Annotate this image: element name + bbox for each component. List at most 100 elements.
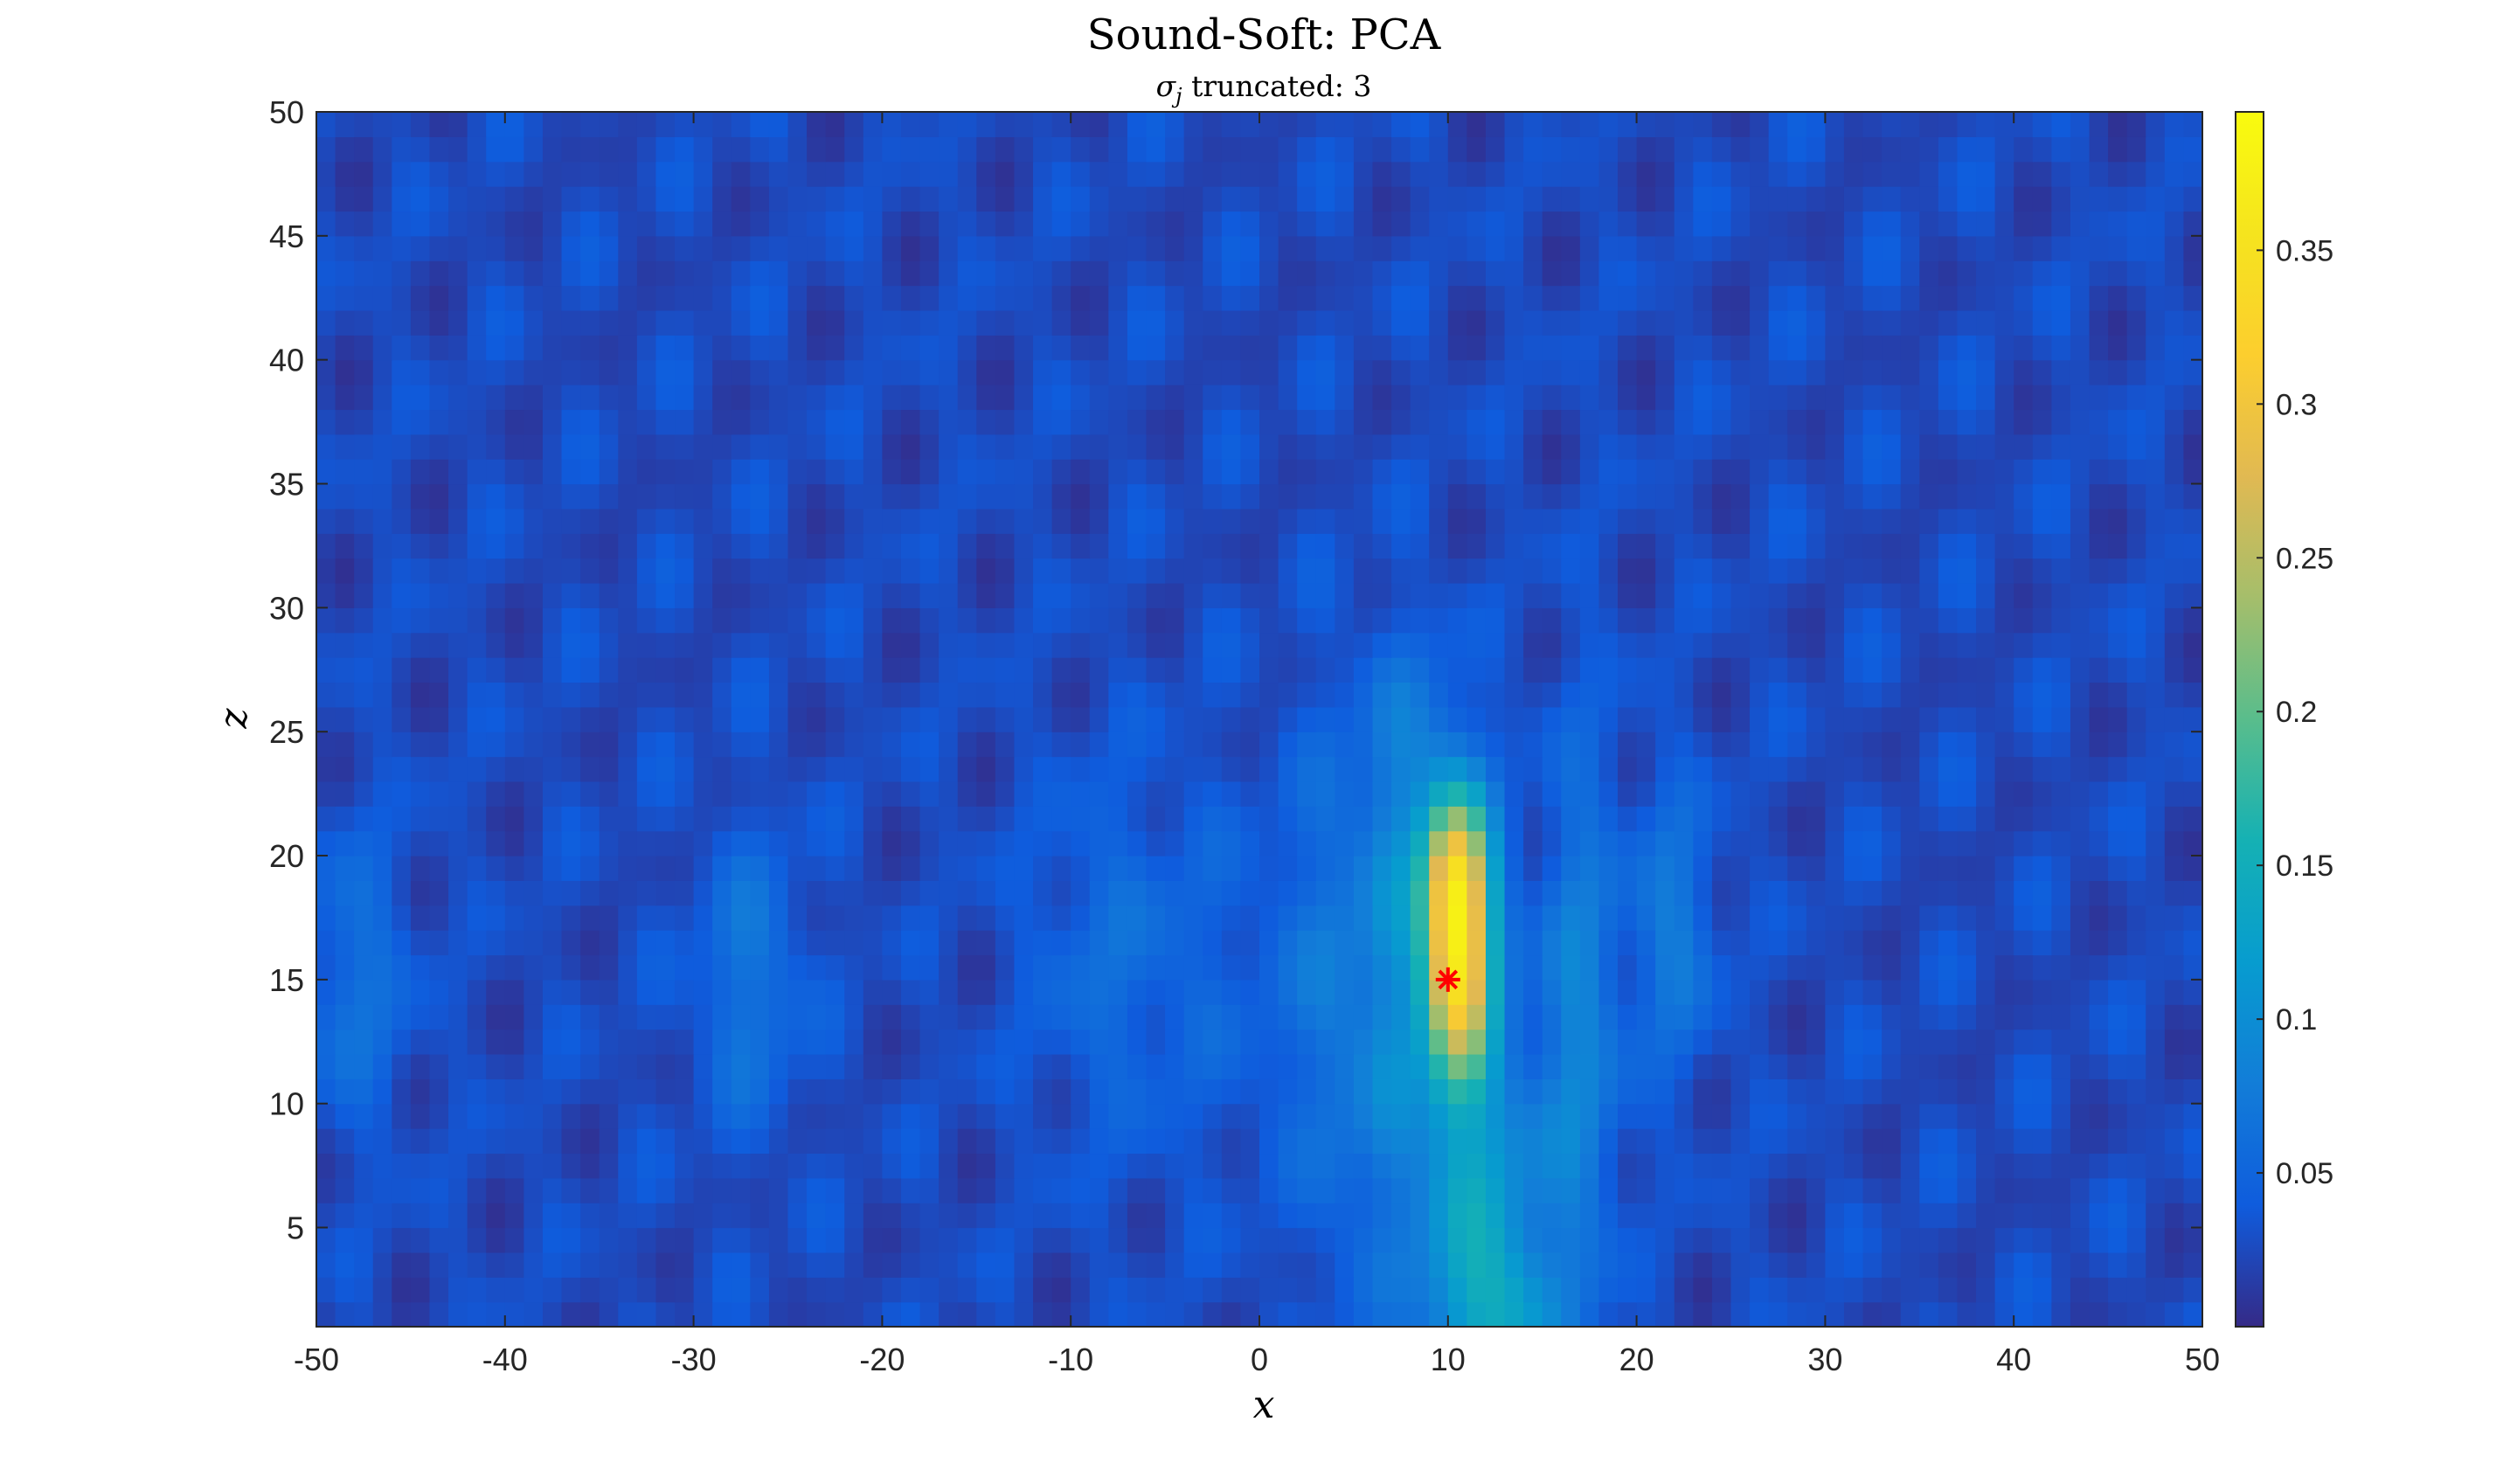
heatmap-cell [1618, 359, 1638, 385]
heatmap-cell [787, 880, 808, 906]
heatmap-cell [1014, 1177, 1034, 1203]
heatmap-cell [1297, 905, 1317, 931]
heatmap-cell [1278, 856, 1298, 881]
heatmap-cell [768, 433, 789, 460]
heatmap-cell [1372, 558, 1392, 584]
heatmap-cell [1108, 1203, 1128, 1229]
heatmap-cell [1523, 1153, 1543, 1179]
heatmap-cell [504, 632, 524, 658]
heatmap-cell [335, 235, 355, 261]
heatmap-cell [1165, 880, 1185, 906]
heatmap-cell [2089, 161, 2109, 187]
heatmap-cell [2032, 136, 2052, 163]
heatmap-cell [1806, 211, 1826, 237]
heatmap-cell [1240, 161, 1260, 187]
heatmap-cell [731, 285, 751, 311]
heatmap-cell [1957, 335, 1977, 361]
heatmap-cell [900, 558, 921, 584]
heatmap-cell [957, 682, 977, 708]
heatmap-cell [1542, 930, 1562, 956]
heatmap-cell [939, 732, 959, 758]
heatmap-cell [768, 409, 789, 435]
heatmap-cell [675, 1177, 695, 1203]
heatmap-cell [504, 359, 524, 385]
heatmap-cell [844, 979, 864, 1005]
heatmap-cell [618, 260, 638, 287]
heatmap-cell [1655, 1301, 1675, 1328]
heatmap-cell [807, 1153, 827, 1179]
heatmap-cell [1014, 211, 1034, 237]
heatmap-cell [410, 136, 431, 163]
heatmap-cell [1750, 1103, 1770, 1129]
heatmap-cell [1051, 1053, 1071, 1079]
heatmap-cell [410, 508, 431, 534]
heatmap-cell [731, 954, 751, 981]
heatmap-cell [1051, 533, 1071, 559]
heatmap-cell [939, 558, 959, 584]
heatmap-cell [976, 780, 996, 807]
heatmap-cell [335, 186, 355, 212]
heatmap-cell [1598, 359, 1619, 385]
heatmap-cell [1674, 1004, 1694, 1030]
heatmap-cell [1203, 756, 1223, 782]
heatmap-cell [1127, 1277, 1148, 1303]
heatmap-cell [1278, 979, 1298, 1005]
heatmap-cell [1598, 285, 1619, 311]
heatmap-cell [1504, 112, 1524, 137]
heatmap-cell [844, 954, 864, 981]
heatmap-cell [1183, 954, 1203, 981]
heatmap-cell [1485, 309, 1506, 336]
heatmap-cell [1542, 806, 1562, 832]
heatmap-cell [1335, 1227, 1355, 1253]
heatmap-cell [1674, 459, 1694, 485]
heatmap-cell [448, 1203, 468, 1229]
heatmap-cell [1071, 459, 1091, 485]
heatmap-cell [1787, 1177, 1807, 1203]
heatmap-cell [1976, 756, 1996, 782]
heatmap-cell [599, 211, 619, 237]
heatmap-cell [1372, 1301, 1392, 1328]
heatmap-cell [1862, 1277, 1883, 1303]
y-tick-label: 10 [269, 1086, 304, 1122]
heatmap-cell [410, 756, 431, 782]
heatmap-cell [1843, 582, 1864, 608]
heatmap-cell [1108, 582, 1128, 608]
heatmap-cell [1504, 260, 1524, 287]
heatmap-cell [1825, 657, 1845, 683]
heatmap-cell [731, 682, 751, 708]
heatmap-cell [1165, 136, 1185, 163]
heatmap-cell [1278, 905, 1298, 931]
heatmap-cell [467, 1177, 487, 1203]
heatmap-cell [1976, 285, 1996, 311]
heatmap-cell [882, 260, 902, 287]
heatmap-cell [392, 359, 412, 385]
heatmap-cell [2070, 483, 2091, 510]
heatmap-cell [1033, 732, 1053, 758]
heatmap-cell [1467, 1301, 1487, 1328]
heatmap-cell [863, 830, 883, 856]
heatmap-cell [1297, 930, 1317, 956]
heatmap-cell [712, 632, 732, 658]
heatmap-cell [1221, 830, 1242, 856]
heatmap-cell [467, 1128, 487, 1155]
heatmap-cell [712, 954, 732, 981]
heatmap-cell [1429, 930, 1449, 956]
heatmap-cell [1693, 682, 1713, 708]
heatmap-cell [1711, 508, 1732, 534]
heatmap-cell [1542, 533, 1562, 559]
heatmap-cell [1051, 1153, 1071, 1179]
heatmap-cell [580, 954, 600, 981]
heatmap-cell [712, 433, 732, 460]
heatmap-cell [1882, 1078, 1902, 1105]
heatmap-cell [1429, 657, 1449, 683]
heatmap-cell [316, 260, 336, 287]
heatmap-cell [1750, 1029, 1770, 1055]
heatmap-cell [636, 385, 657, 411]
heatmap-cell [712, 335, 732, 361]
heatmap-cell [580, 582, 600, 608]
heatmap-cell [957, 136, 977, 163]
heatmap-cell [825, 235, 845, 261]
heatmap-cell [1051, 1227, 1071, 1253]
heatmap-cell [844, 780, 864, 807]
heatmap-cell [392, 1004, 412, 1030]
